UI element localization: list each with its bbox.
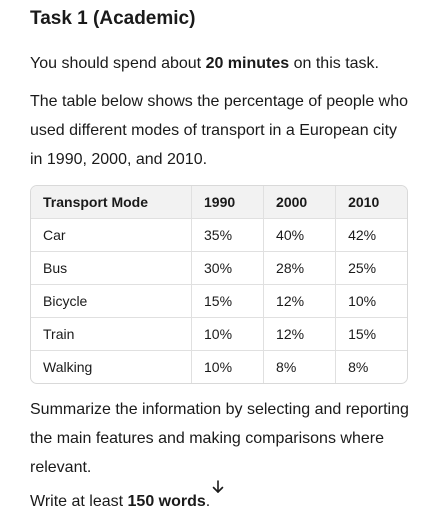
table-cell: 10% [191,317,265,351]
table-cell: 8% [263,350,337,383]
summary-instruction: Summarize the information by selecting a… [30,401,409,476]
time-instruction: You should spend about 20 minutes on thi… [30,49,410,78]
table-cell: 8% [348,359,369,375]
table-cell: 12% [263,317,337,351]
task-content: Task 1 (Academic) You should spend about… [30,6,410,516]
table-cell: 30% [191,251,265,285]
table-cell: 10% [335,284,407,318]
task-title: Task 1 (Academic) [30,8,196,29]
table-row: Bus 30% 28% 25% [31,251,407,285]
table-cell: 42% [335,218,407,252]
task-description: The table below shows the percentage of … [30,93,409,168]
table-cell: Walking [31,350,192,383]
table-row: Car 35% 40% 42% [31,218,407,252]
table-row: Bicycle 15% 12% 10% [31,284,407,318]
table-header-row: Transport Mode 1990 2000 2010 [31,186,407,219]
table-cell: 12% [263,284,337,318]
transport-table: Transport Mode 1990 2000 2010 Car 35% 40… [31,186,407,383]
word-count-prefix: Write at least [30,493,128,510]
table-cell: 40% [263,218,337,252]
header-1990: 1990 [191,186,265,219]
time-instruction-prefix: You should spend about [30,55,206,72]
header-2000: 2000 [263,186,337,219]
time-instruction-suffix: on this task. [289,55,379,72]
table-cell: 10% [191,350,265,383]
table-cell: 15% [335,317,407,351]
table-cell: 28% [263,251,337,285]
word-count-value: 150 words [127,493,206,510]
table-cell: 25% [335,251,407,285]
arrow-down-icon [212,480,224,493]
word-count-suffix: . [205,493,211,510]
header-transport-mode: Transport Mode [31,186,192,219]
table-cell: 35% [191,218,265,252]
transport-table-container: Transport Mode 1990 2000 2010 Car 35% 40… [30,185,408,384]
time-instruction-duration: 20 minutes [205,55,290,72]
table-cell: Car [31,218,192,252]
header-2010: 2010 [335,186,407,219]
table-cell: Train [31,317,192,351]
scroll-down-button[interactable] [205,474,231,500]
table-cell: Bicycle [31,284,192,318]
table-cell: 15% [191,284,265,318]
table-row: Train 10% 12% 15% [31,317,407,351]
table-cell: Bus [31,251,192,285]
word-count-instruction: Write at least 150 words. [30,487,410,516]
table-row: Walking 10% 8% 8% [31,350,407,383]
